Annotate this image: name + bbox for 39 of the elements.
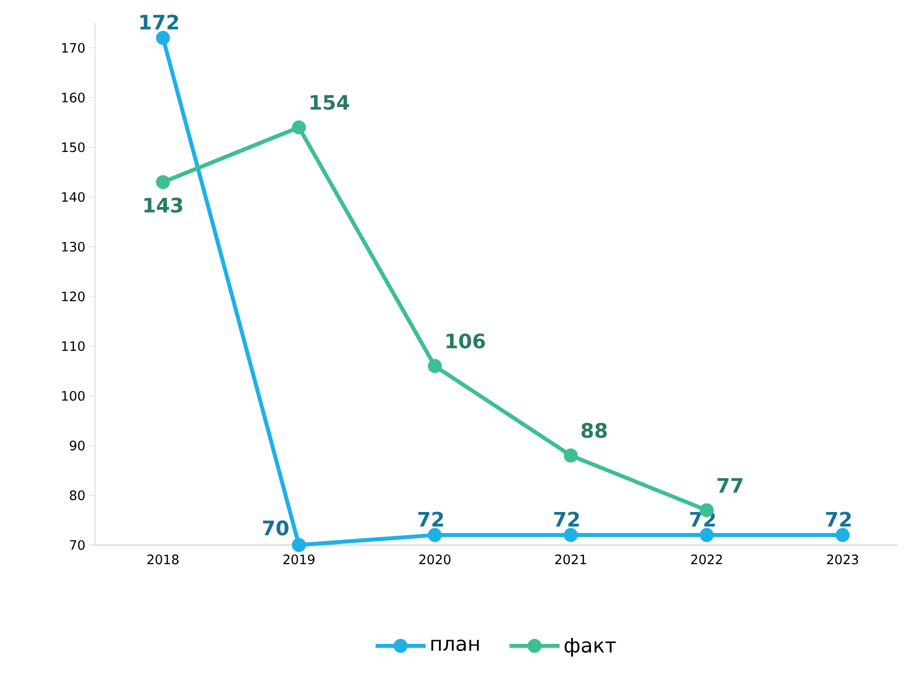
data-label: 88 [582,422,607,438]
point [292,120,306,134]
x-tick-label: 2018 [147,554,179,564]
y-tick-label: 140 [62,192,85,202]
y-tick-label: 90 [70,440,85,450]
y-tick-label: 100 [62,390,85,401]
y-tick-label: 70 [70,540,85,550]
data-label: 70 [262,520,288,536]
data-label: 72 [418,512,443,527]
point [700,528,714,542]
data-label: 72 [826,512,851,527]
data-label: 154 [310,95,350,110]
point [292,538,306,552]
x-tick-label: 2020 [419,554,450,564]
y-tick-label: 160 [62,92,85,102]
data-label: 172 [140,14,178,30]
x-tick-label: 2021 [555,554,586,564]
data-label: 143 [144,198,182,213]
y-tick-label: 130 [62,242,85,252]
point [428,528,442,542]
y-tick-label: 80 [70,490,85,500]
data-label: 77 [718,478,742,493]
data-label: 106 [446,333,485,349]
point [428,359,442,374]
legend-label: факт [564,638,616,657]
y-tick-label: 170 [62,42,85,53]
data-label: 72 [554,512,579,527]
point [156,30,170,45]
x-tick-label: 2023 [827,554,858,564]
x-tick-label: 2019 [283,554,314,564]
point [564,528,578,542]
point [836,528,850,542]
point [156,175,170,190]
x-tick-label: 2022 [691,554,722,564]
point [564,448,578,463]
y-tick-label: 110 [62,341,85,352]
legend-label: план [431,640,479,652]
y-tick-label: 120 [62,292,85,302]
y-tick-label: 150 [62,142,85,152]
